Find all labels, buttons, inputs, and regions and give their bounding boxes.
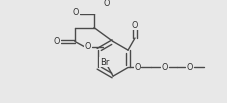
Text: O: O xyxy=(134,63,141,72)
Text: O: O xyxy=(104,0,110,8)
Text: O: O xyxy=(85,42,91,51)
Text: Br: Br xyxy=(100,58,109,67)
Text: O: O xyxy=(161,63,168,72)
Text: O: O xyxy=(73,8,79,16)
Text: O: O xyxy=(54,37,60,46)
Text: O: O xyxy=(186,63,193,72)
Text: O: O xyxy=(132,20,138,29)
